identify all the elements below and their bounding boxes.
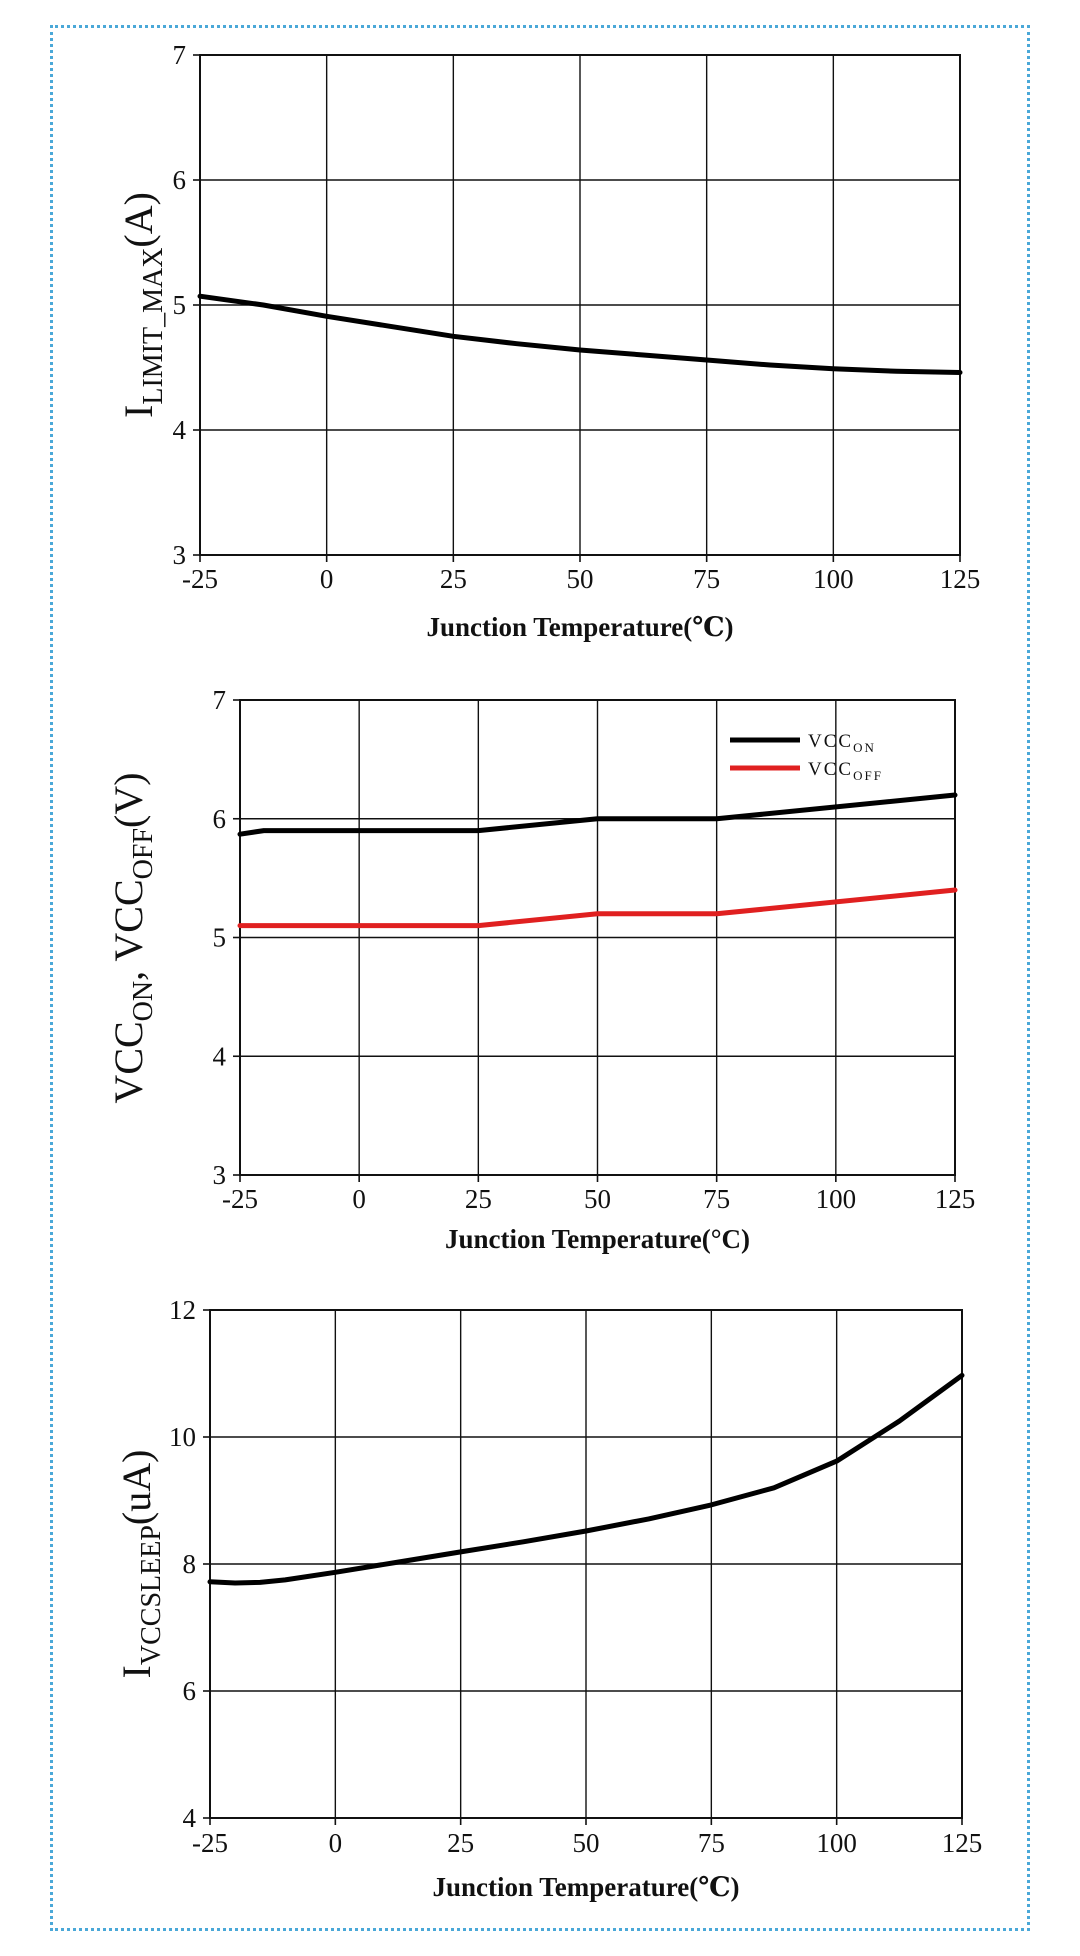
chart-1: -25 0 25 50 75 100 125 3 4 5 6 7 Junction Temperatur… bbox=[116, 40, 980, 642]
x-tick-label: 100 bbox=[816, 1184, 857, 1214]
x-tick-label: 25 bbox=[465, 1184, 492, 1214]
x-tick-label: 50 bbox=[567, 564, 594, 594]
x-axis-title: Junction Temperature(℃) bbox=[426, 612, 733, 642]
y-axis-title-text: , VCC bbox=[106, 879, 151, 981]
series-line-2 bbox=[237, 887, 958, 929]
legend-label-text: VCC bbox=[808, 731, 853, 752]
y-tick-label: 10 bbox=[169, 1422, 196, 1452]
x-tick-label: 125 bbox=[940, 564, 981, 594]
y-tick-label: 4 bbox=[183, 1803, 197, 1833]
x-axis-title: Junction Temperature(°C) bbox=[445, 1224, 750, 1254]
plot-area bbox=[199, 54, 961, 556]
y-tick-label: 4 bbox=[173, 415, 187, 445]
chart-3: -25 0 25 50 75 100 125 4 6 8 10 12 Junction Temperat… bbox=[114, 1295, 982, 1902]
y-tick-label: 5 bbox=[173, 290, 187, 320]
y-axis-title-text: VCC bbox=[106, 1021, 151, 1103]
figure-border bbox=[50, 25, 1030, 1931]
y-tick-label: 4 bbox=[213, 1041, 227, 1071]
y-tick-label: 12 bbox=[169, 1295, 196, 1325]
y-axis-title: VCCON, VCCOFF(V) bbox=[106, 772, 159, 1103]
x-tick-label: 75 bbox=[698, 1828, 725, 1858]
series-line-1 bbox=[197, 293, 963, 375]
legend-label-subscript: OFF bbox=[853, 768, 883, 783]
y-tick-label: 3 bbox=[213, 1160, 227, 1190]
x-tick-label: 25 bbox=[440, 564, 467, 594]
y-tick-label: 7 bbox=[173, 40, 187, 70]
x-tick-label: 75 bbox=[703, 1184, 730, 1214]
y-axis-title-subscript: VCCSLEEP bbox=[136, 1525, 167, 1665]
legend-label-subscript: ON bbox=[853, 740, 876, 755]
y-tick-label: 8 bbox=[183, 1549, 197, 1579]
chart-2: -25 0 25 50 75 100 125 3 4 5 6 7 Junction Temperatur… bbox=[106, 685, 975, 1254]
y-axis-title-text: (V) bbox=[106, 772, 151, 828]
y-axis-title-subscript: LIMIT_MAX bbox=[138, 248, 169, 405]
x-tick-label: -25 bbox=[192, 1828, 228, 1858]
legend-label-2: VCCOFF bbox=[808, 759, 883, 783]
x-tick-label: -25 bbox=[182, 564, 218, 594]
y-tick-label: 6 bbox=[213, 804, 227, 834]
legend-label-text: VCC bbox=[808, 759, 853, 780]
plot-area bbox=[239, 699, 956, 1176]
y-axis-title: IVCCSLEEP(uA) bbox=[114, 1450, 167, 1679]
x-axis-title: Junction Temperature(℃) bbox=[432, 1872, 739, 1902]
x-tick-label: 50 bbox=[573, 1828, 600, 1858]
series-line-1 bbox=[237, 792, 958, 837]
x-tick-label: 75 bbox=[693, 564, 720, 594]
x-tick-label: 25 bbox=[447, 1828, 474, 1858]
x-tick-label: 100 bbox=[816, 1828, 857, 1858]
series-line-1 bbox=[207, 1372, 965, 1586]
y-axis-title: ILIMIT_MAX(A) bbox=[116, 192, 169, 418]
y-tick-label: 6 bbox=[183, 1676, 197, 1706]
x-tick-label: 50 bbox=[584, 1184, 611, 1214]
x-tick-label: -25 bbox=[222, 1184, 258, 1214]
y-tick-label: 5 bbox=[213, 923, 227, 953]
y-axis-title-text: I bbox=[114, 1665, 159, 1678]
x-tick-label: 0 bbox=[320, 564, 334, 594]
y-tick-label: 3 bbox=[173, 540, 187, 570]
y-axis-title-subscript: ON bbox=[128, 981, 159, 1021]
x-tick-label: 125 bbox=[942, 1828, 983, 1858]
y-axis-title-text: I bbox=[116, 405, 161, 418]
y-tick-label: 7 bbox=[213, 685, 227, 715]
plot-area bbox=[209, 1309, 963, 1819]
x-tick-label: 125 bbox=[935, 1184, 976, 1214]
x-tick-label: 0 bbox=[352, 1184, 366, 1214]
y-axis-title-subscript: OFF bbox=[128, 828, 159, 879]
y-tick-label: 6 bbox=[173, 165, 187, 195]
y-axis-title-text: (A) bbox=[116, 192, 161, 248]
y-axis-title-text: (uA) bbox=[114, 1450, 159, 1526]
legend-label-1: VCCON bbox=[808, 731, 876, 755]
x-tick-label: 0 bbox=[329, 1828, 343, 1858]
x-tick-label: 100 bbox=[813, 564, 854, 594]
